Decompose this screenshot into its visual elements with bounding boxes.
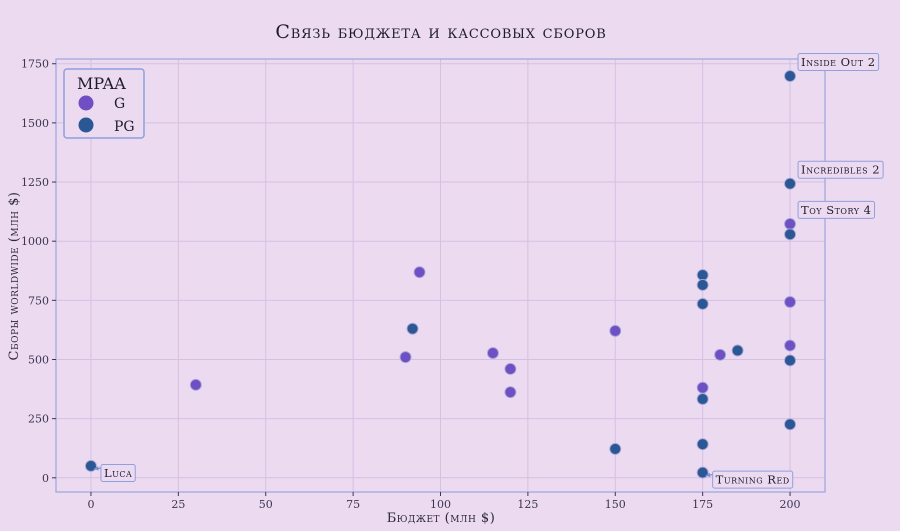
data-point-g	[504, 363, 517, 375]
data-point-pg	[731, 344, 744, 357]
annotation-arrowhead	[93, 466, 99, 471]
data-point-g	[714, 348, 727, 361]
x-tick-label: 50	[259, 498, 273, 511]
data-point-pg	[784, 418, 796, 431]
annotation-arrowhead	[705, 472, 711, 478]
x-axis-title: Бюджет (млн $)	[387, 511, 496, 526]
x-tick-label: 75	[346, 498, 360, 511]
annotation: Luca	[93, 463, 136, 482]
annotation-label: Toy Story 4	[801, 203, 871, 217]
x-tick-label: 150	[605, 498, 626, 511]
data-point-pg	[696, 438, 709, 451]
x-tick-label: 100	[430, 498, 451, 511]
data-point-pg	[696, 297, 709, 310]
annotation-box	[797, 53, 880, 72]
y-tick-label: 0	[42, 472, 49, 485]
legend-marker-g	[78, 95, 94, 111]
x-tick-label: 175	[692, 498, 713, 511]
annotation-label: Luca	[104, 466, 132, 480]
data-point-g	[189, 378, 202, 391]
y-tick-label: 1250	[21, 176, 49, 189]
data-point-g	[504, 386, 517, 399]
data-point-pg	[609, 442, 622, 455]
data-point-g	[784, 217, 796, 230]
annotation-box	[712, 470, 794, 489]
data-point-pg	[784, 354, 796, 367]
y-axis: 0 250 500 750 1000 1250 1500 1750	[21, 58, 56, 485]
y-tick-label: 1750	[21, 58, 49, 71]
annotation: Incredibles 2	[797, 160, 884, 179]
y-tick-label: 250	[28, 413, 49, 426]
data-point-pg	[696, 393, 709, 405]
data-point-pg	[406, 322, 419, 335]
data-point-pg	[784, 228, 796, 241]
x-tick-label: 0	[87, 498, 94, 511]
x-axis: 0 25 50 75 100 125 150 175 200	[87, 492, 801, 511]
y-tick-label: 1000	[21, 235, 49, 248]
data-point-g	[784, 339, 796, 352]
annotations: Inside Out 2 Incredibles 2 Toy Story 4 Luca…	[93, 53, 884, 489]
legend-label-pg: PG	[114, 119, 135, 135]
y-axis-title: Сборы worldwide (млн $)	[7, 192, 22, 361]
x-tick-label: 125	[517, 498, 538, 511]
data-point-pg	[784, 70, 796, 82]
annotation: Toy Story 4	[797, 200, 876, 219]
chart-title: Связь бюджета и кассовых сборов	[275, 21, 606, 43]
annotation-box	[100, 463, 136, 482]
legend-marker-pg	[78, 117, 94, 133]
y-tick-label: 750	[28, 294, 49, 307]
grid	[56, 59, 825, 492]
annotation: Turning Red	[705, 470, 794, 489]
y-tick-label: 500	[28, 353, 49, 366]
data-points	[85, 70, 796, 479]
data-point-pg	[784, 177, 796, 190]
y-tick-label: 1500	[21, 117, 49, 130]
annotation-box	[797, 200, 876, 219]
legend: MPAA G PG	[63, 68, 145, 139]
annotation: Inside Out 2	[797, 53, 880, 72]
data-point-g	[413, 266, 426, 279]
data-point-pg	[696, 466, 709, 479]
data-point-pg	[696, 279, 709, 291]
data-point-g	[486, 347, 499, 360]
annotation-label: Turning Red	[716, 473, 790, 487]
annotation-label: Inside Out 2	[801, 55, 876, 69]
x-tick-label: 25	[171, 498, 185, 511]
x-tick-label: 200	[780, 498, 801, 511]
data-point-pg	[696, 269, 709, 281]
legend-label-g: G	[114, 96, 125, 112]
annotation-box	[797, 160, 884, 179]
annotation-label: Incredibles 2	[801, 163, 880, 177]
data-point-pg	[85, 460, 97, 472]
data-point-g	[399, 351, 412, 364]
legend-title: MPAA	[77, 74, 126, 93]
data-point-g	[784, 296, 796, 308]
data-point-g	[609, 324, 622, 337]
data-point-g	[696, 381, 709, 394]
